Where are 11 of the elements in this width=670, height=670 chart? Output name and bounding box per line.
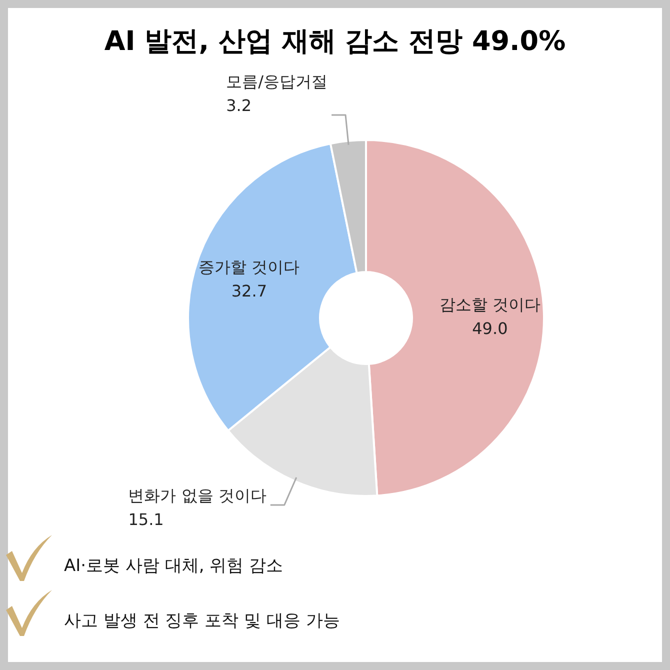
- data-label: 3.2: [226, 96, 252, 116]
- data-label: 32.7: [231, 281, 268, 300]
- data-label: 49.0: [472, 319, 508, 338]
- slice-label: 모름/응답거절: [226, 72, 328, 92]
- slice-label: 증가할 것이다: [198, 257, 300, 276]
- data-label: 15.1: [128, 510, 164, 529]
- chart-title: AI 발전, 산업 재해 감소 전망 49.0%: [104, 26, 566, 57]
- text: 사고 발생 전 징후 포착 및 대응 가능: [64, 611, 340, 631]
- text: AI·로봇 사람 대체, 위험 감소: [64, 556, 284, 576]
- slice-label: 감소할 것이다: [439, 295, 540, 314]
- slice-label: 변화가 없을 것이다: [128, 486, 266, 505]
